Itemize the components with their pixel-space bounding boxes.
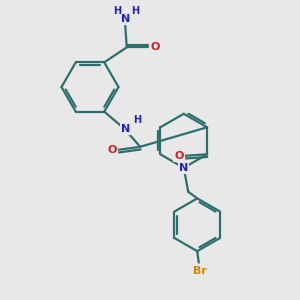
Text: H: H <box>113 6 121 16</box>
Text: H: H <box>131 6 139 16</box>
Text: H: H <box>133 115 141 125</box>
Text: O: O <box>107 145 117 155</box>
Text: N: N <box>179 163 188 173</box>
Text: O: O <box>150 42 160 52</box>
Text: O: O <box>174 151 184 161</box>
Text: N: N <box>121 14 130 24</box>
Text: N: N <box>121 124 130 134</box>
Text: Br: Br <box>193 266 207 276</box>
